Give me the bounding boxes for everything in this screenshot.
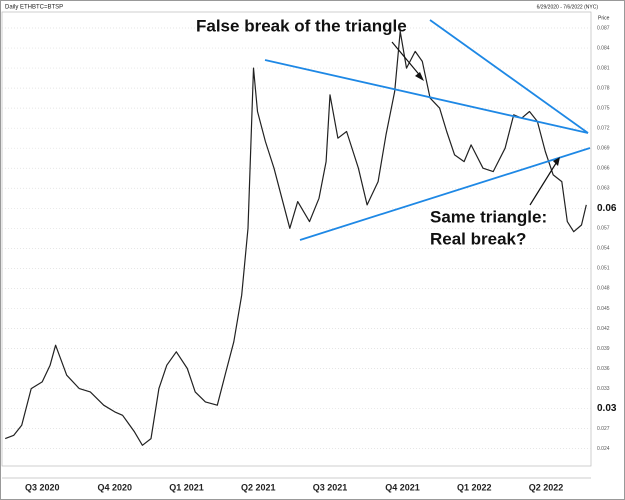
- y-tick-label: 0.069: [597, 146, 610, 152]
- y-tick-label: 0.066: [597, 166, 610, 172]
- annotation: Real break?: [430, 229, 526, 248]
- annotation: Same triangle:: [430, 207, 547, 226]
- x-tick-label: Q4 2020: [97, 482, 132, 492]
- y-tick-label: 0.075: [597, 105, 610, 111]
- y-tick-label: 0.039: [597, 346, 610, 352]
- y-tick-label: 0.078: [597, 85, 610, 91]
- y-tick-label: 0.06: [597, 203, 617, 214]
- trend-line: [299, 147, 591, 241]
- y-tick-label: 0.057: [597, 226, 610, 232]
- arrow: [391, 41, 423, 79]
- y-tick-label: 0.036: [597, 366, 610, 372]
- plot-area: [1, 11, 592, 467]
- y-tick-label: 0.054: [597, 246, 610, 252]
- y-tick-label: 0.042: [597, 326, 610, 332]
- chart-header: Daily ETHBTC=BTSP: [5, 5, 63, 11]
- y-tick-label: 0.024: [597, 446, 610, 452]
- annotation: False break of the triangle: [196, 16, 407, 35]
- x-tick-label: Q1 2022: [457, 482, 492, 492]
- axis-title: Price: [598, 15, 610, 21]
- x-tick-label: Q4 2021: [385, 482, 420, 492]
- y-tick-label: 0.045: [597, 306, 610, 312]
- x-tick-label: Q1 2021: [169, 482, 204, 492]
- y-tick-label: 0.027: [597, 426, 610, 432]
- y-tick-label: 0.072: [597, 125, 610, 131]
- trend-line: [264, 59, 589, 134]
- y-tick-label: 0.03: [597, 403, 617, 414]
- y-tick-label: 0.063: [597, 186, 610, 192]
- y-tick-label: 0.033: [597, 386, 610, 392]
- arrow: [529, 159, 559, 206]
- arrow-head: [415, 72, 424, 81]
- x-tick-label: Q3 2020: [25, 482, 60, 492]
- y-tick-label: 0.087: [597, 25, 610, 31]
- trend-line: [429, 19, 589, 134]
- y-tick-label: 0.084: [597, 45, 610, 51]
- x-tick-label: Q3 2021: [313, 482, 348, 492]
- date-range: 6/29/2020 - 7/6/2022 (NYC): [537, 4, 599, 10]
- y-tick-label: 0.081: [597, 65, 610, 71]
- y-tick-label: 0.048: [597, 286, 610, 292]
- x-tick-label: Q2 2021: [241, 482, 276, 492]
- y-tick-label: 0.051: [597, 266, 610, 272]
- x-tick-label: Q2 2022: [529, 482, 564, 492]
- price-line: [4, 30, 587, 446]
- arrow-head: [553, 157, 560, 166]
